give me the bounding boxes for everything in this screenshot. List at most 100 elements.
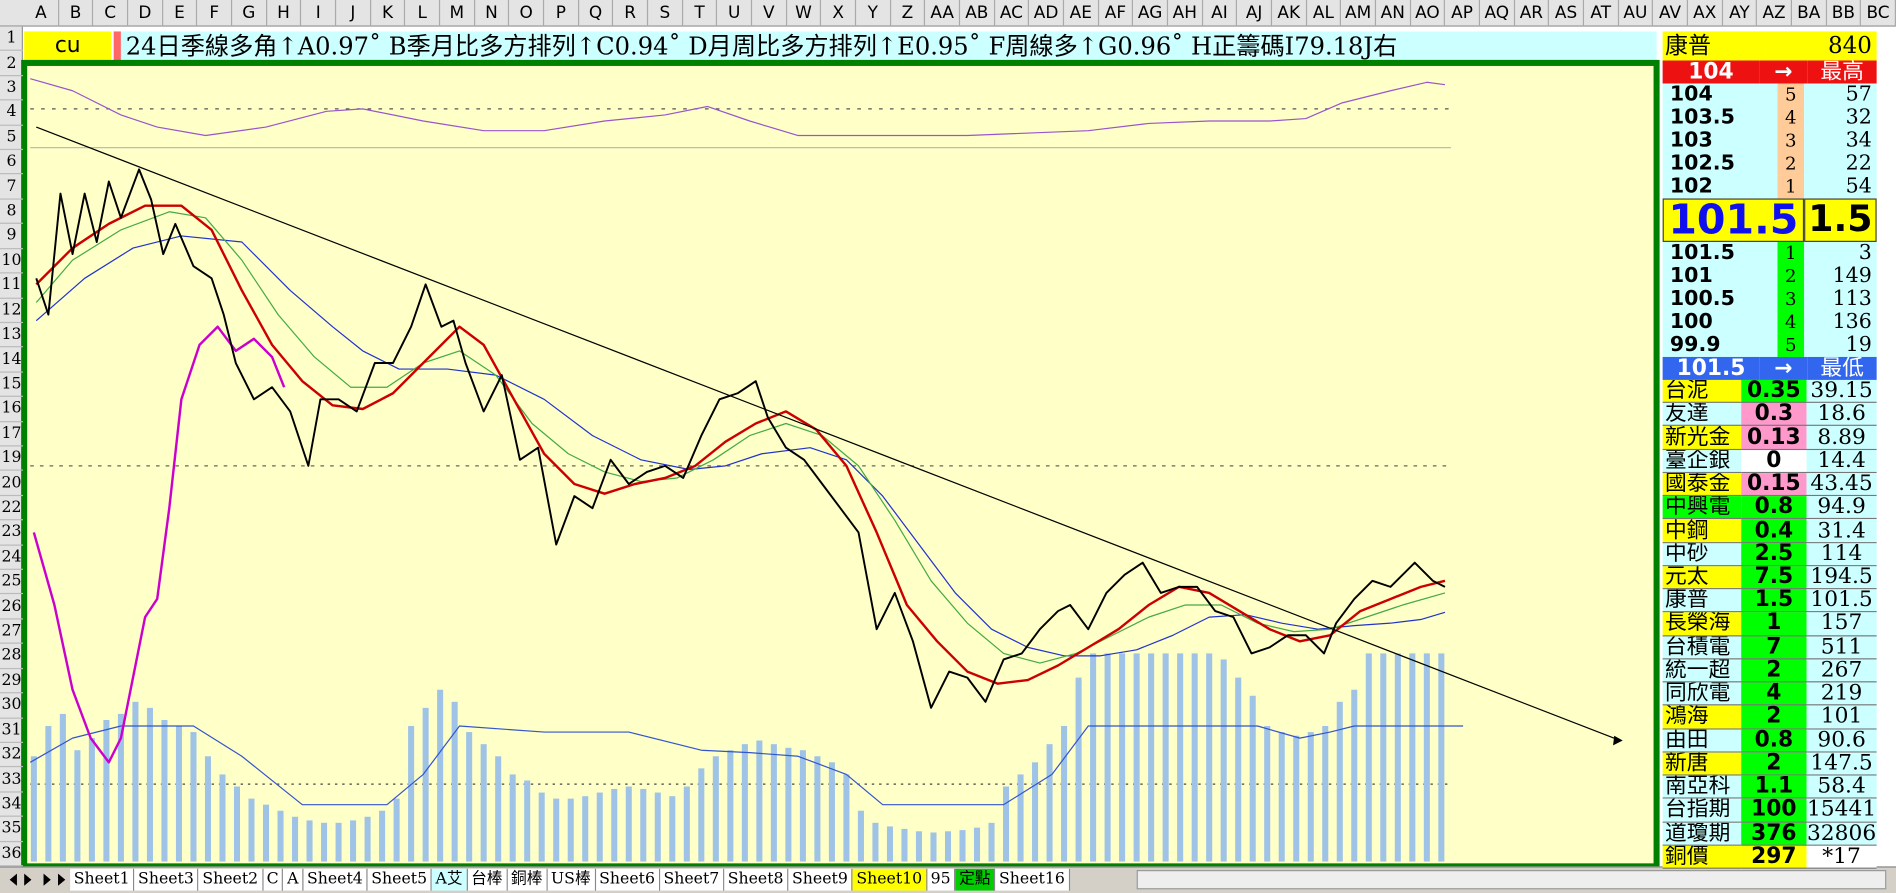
tab-scroll-buttons[interactable]	[0, 868, 70, 892]
stock-change: 2	[1741, 752, 1807, 776]
row-header: 3	[0, 76, 23, 101]
volume-bar	[1220, 659, 1227, 862]
volume-bar	[538, 792, 545, 862]
book-level: 5	[1777, 83, 1805, 107]
row-header: 14	[0, 348, 23, 373]
column-header: AT	[1584, 0, 1619, 27]
book-level: 4	[1777, 310, 1805, 334]
sheet-tab[interactable]: Sheet3	[134, 868, 199, 891]
column-header: P	[544, 0, 579, 27]
volume-bar	[1409, 653, 1416, 862]
column-header: U	[717, 0, 753, 27]
sheet-tab[interactable]: Sheet7	[659, 868, 725, 891]
stock-change: 100	[1741, 798, 1807, 823]
book-price: 101.5	[1662, 242, 1778, 265]
book-price: 104	[1662, 83, 1778, 107]
stock-change: 0.35	[1741, 379, 1807, 404]
column-header: AB	[960, 0, 995, 27]
volume-bar	[1061, 726, 1068, 862]
book-level: 3	[1777, 129, 1805, 153]
column-header: I	[301, 0, 337, 27]
volume-bar	[306, 820, 313, 862]
sheet-tab[interactable]: A艾	[431, 868, 468, 891]
sheet-tab[interactable]: Sheet16	[995, 868, 1070, 891]
volume-bar	[509, 774, 516, 862]
column-header: BA	[1792, 0, 1827, 27]
book-price: 102	[1662, 175, 1778, 199]
stock-change: 0.8	[1741, 496, 1807, 520]
book-level: 3	[1777, 287, 1805, 311]
column-header: AL	[1307, 0, 1342, 27]
column-header: AD	[1029, 0, 1065, 27]
stock-name: 康普	[1662, 589, 1742, 613]
sheet-tab[interactable]: 定點	[955, 868, 996, 891]
column-header: AK	[1272, 0, 1307, 27]
volume-bar	[1278, 732, 1285, 862]
volume-bar	[973, 827, 981, 862]
stock-name: 台積電	[1662, 636, 1742, 660]
volume-bar	[669, 796, 676, 862]
volume-bar	[915, 831, 922, 862]
column-header: BB	[1827, 0, 1862, 27]
sheet-tab[interactable]: Sheet2	[198, 868, 264, 891]
sheet-tab[interactable]: Sheet10	[852, 868, 927, 891]
stock-price: *17	[1806, 845, 1877, 869]
stock-change: 0.3	[1741, 403, 1807, 427]
column-header: AQ	[1480, 0, 1515, 27]
symbol-cell[interactable]: cu	[24, 31, 112, 61]
sheet-tab[interactable]: Sheet9	[788, 868, 853, 891]
volume-bar	[524, 780, 531, 862]
volume-bar	[30, 756, 37, 862]
column-header: O	[509, 0, 545, 27]
volume-bar	[1365, 653, 1372, 862]
row-header: 10	[0, 249, 23, 274]
sheet-tab[interactable]: Sheet1	[70, 868, 135, 891]
stock-name: 台指期	[1662, 798, 1742, 823]
column-header: B	[59, 0, 94, 27]
sheet-tab[interactable]: Sheet5	[367, 868, 432, 891]
volume-bar	[843, 774, 850, 862]
volume-bar	[1438, 653, 1445, 862]
column-header: AY	[1723, 0, 1758, 27]
column-header: N	[475, 0, 510, 27]
volume-bar	[1293, 735, 1300, 862]
stock-name: 長榮海	[1662, 612, 1742, 637]
column-header: J	[336, 0, 371, 27]
stock-change: 2	[1741, 705, 1807, 730]
row-header: 11	[0, 274, 23, 299]
volume-bar	[683, 786, 690, 862]
sheet-tab[interactable]: Sheet4	[303, 868, 368, 891]
sheet-tab[interactable]: 95	[926, 868, 956, 891]
stock-price: 8.89	[1806, 426, 1877, 450]
sheet-tab[interactable]: US棒	[547, 868, 596, 891]
row-header: 32	[0, 743, 23, 768]
sheet-tab[interactable]: C	[263, 868, 284, 891]
volume-bar	[727, 750, 734, 862]
volume-bar	[654, 792, 661, 862]
sheet-tab[interactable]: 台棒	[467, 868, 508, 891]
sheet-tab[interactable]: A	[283, 868, 304, 891]
volume-bar	[1177, 653, 1184, 862]
signal-ticker[interactable]: 24日季線多角↑A0.97˚ B季月比多方排列↑C0.94˚ D月周比多方排列↑…	[120, 31, 1657, 61]
column-header: AV	[1653, 0, 1688, 27]
row-header: 35	[0, 817, 23, 842]
stock-change: 0.13	[1741, 426, 1807, 450]
sheet-tab[interactable]: 銅棒	[507, 868, 548, 891]
stock-change: 0.8	[1741, 729, 1807, 753]
stock-name: 道瓊期	[1662, 822, 1742, 846]
volume-bar	[1032, 762, 1039, 862]
sheet-tab[interactable]: Sheet6	[595, 868, 660, 891]
horizontal-scrollbar[interactable]	[1136, 870, 1887, 890]
volume-bar	[1336, 701, 1343, 862]
volume-bar	[1394, 653, 1401, 862]
column-header: Y	[856, 0, 891, 27]
column-header: AZ	[1757, 0, 1792, 27]
column-header: AI	[1203, 0, 1238, 27]
stock-change: 0.4	[1741, 519, 1807, 543]
series-line	[36, 126, 1621, 742]
row-header: 30	[0, 693, 23, 719]
volume-bar	[930, 832, 937, 862]
volume-bar	[1075, 677, 1082, 862]
sheet-tab[interactable]: Sheet8	[724, 868, 789, 891]
